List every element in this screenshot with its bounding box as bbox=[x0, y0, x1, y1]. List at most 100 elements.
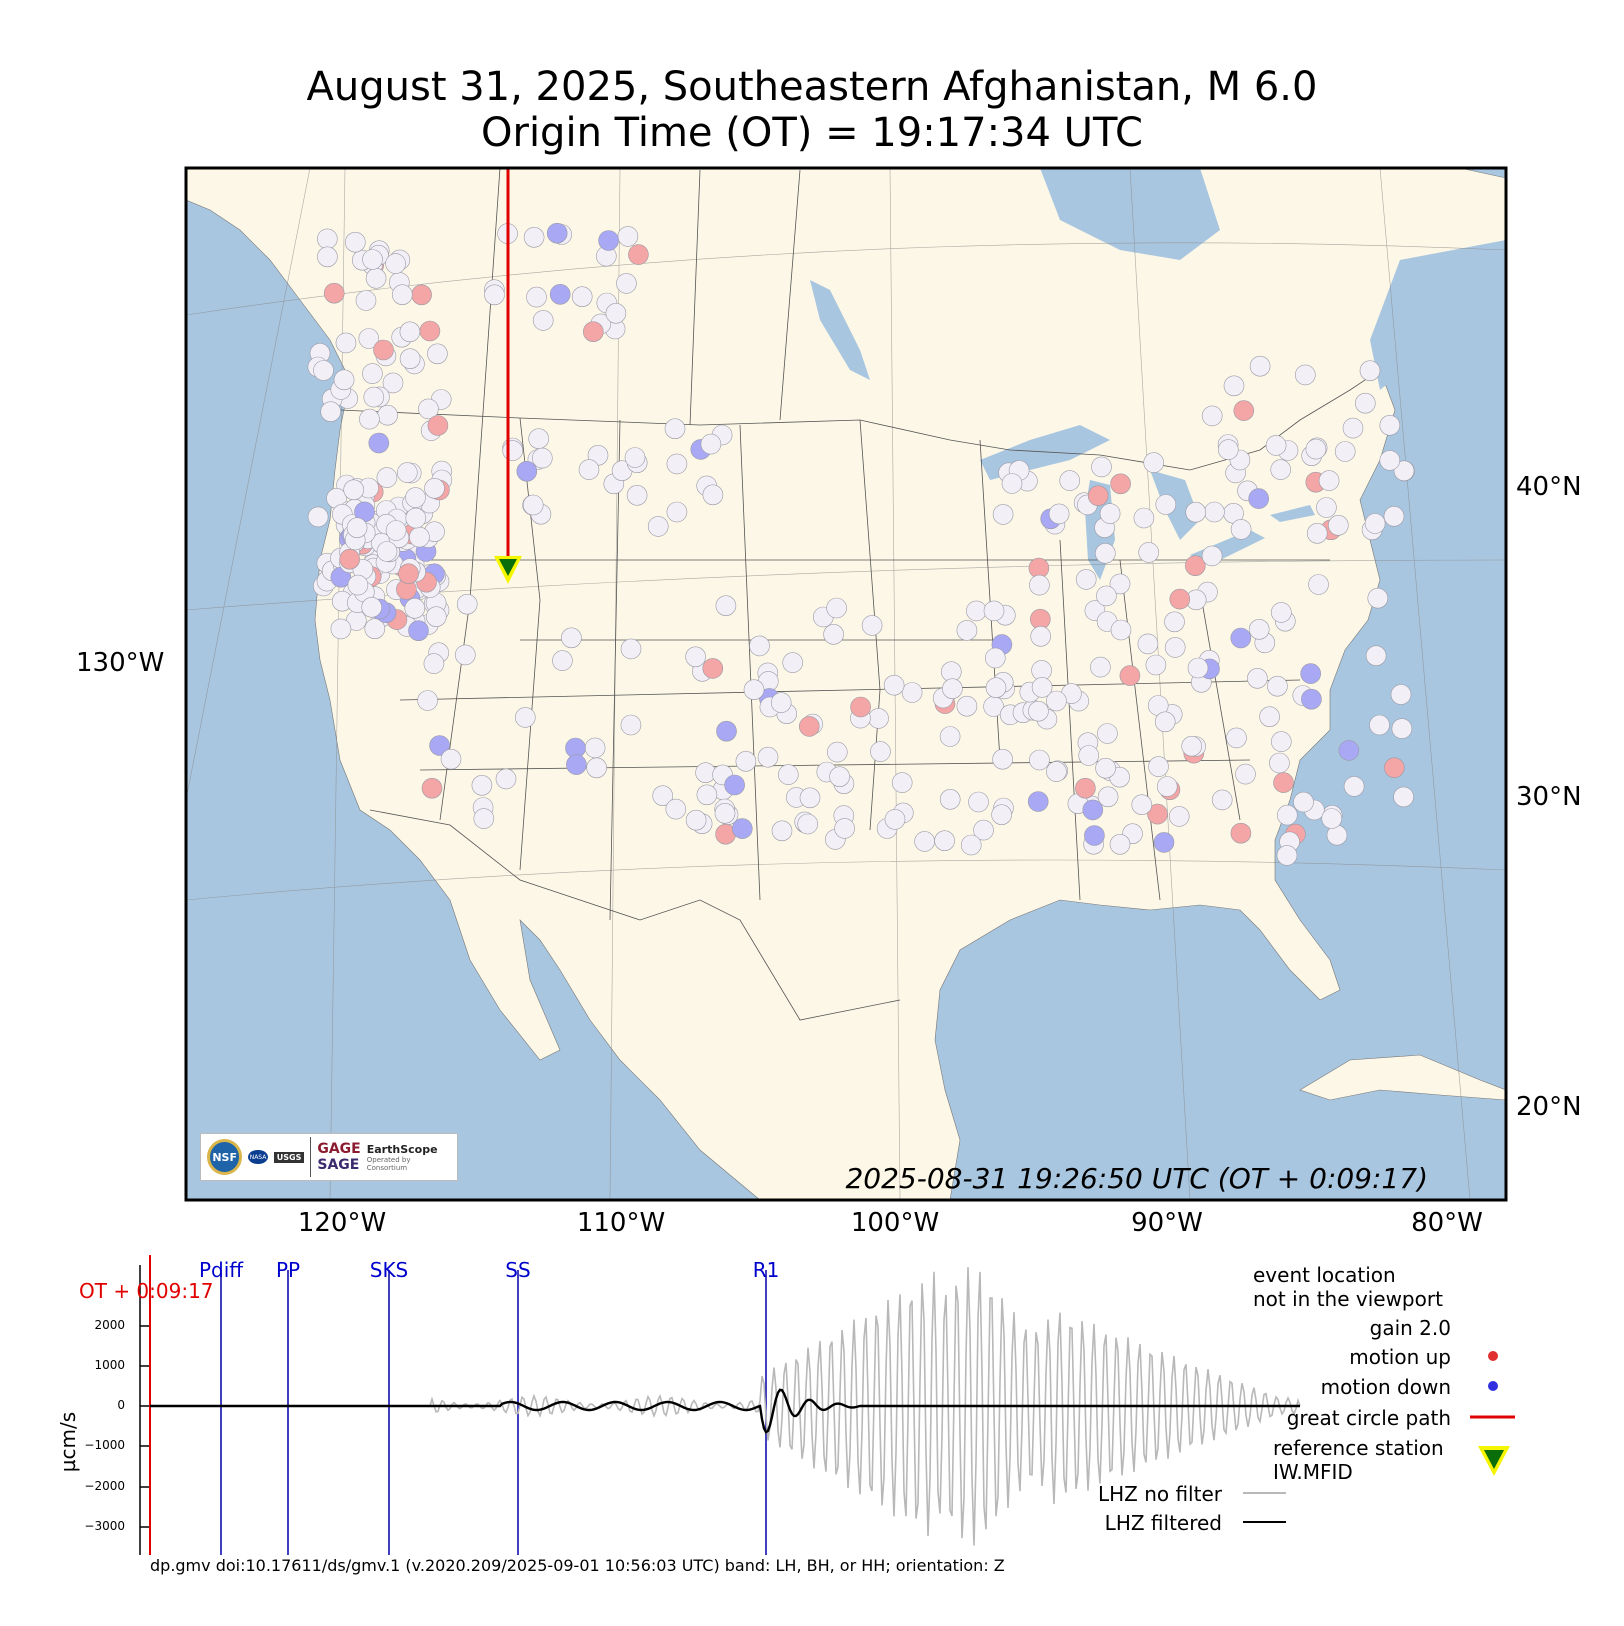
legend-event-line1: event location bbox=[1253, 1263, 1396, 1287]
lon-label-100: 100°W bbox=[850, 1208, 940, 1238]
station-marker bbox=[376, 467, 398, 488]
station-marker bbox=[696, 784, 718, 806]
station-marker bbox=[829, 766, 850, 788]
station-marker bbox=[1271, 731, 1292, 752]
station-marker bbox=[1393, 460, 1415, 482]
station-marker bbox=[1355, 392, 1376, 414]
station-marker bbox=[605, 302, 627, 324]
station-marker bbox=[1164, 611, 1185, 633]
legend-motion-down: motion down bbox=[1320, 1375, 1451, 1399]
station-marker bbox=[454, 644, 476, 666]
station-marker bbox=[419, 320, 441, 342]
station-marker bbox=[1097, 723, 1118, 744]
station-marker bbox=[1230, 822, 1252, 844]
station-marker bbox=[1383, 505, 1405, 527]
station-marker bbox=[1211, 789, 1233, 811]
footer-citation: dp.gmv doi:10.17611/ds/gmv.1 (v.2020.209… bbox=[150, 1556, 1005, 1575]
station-marker bbox=[552, 650, 573, 671]
station-marker bbox=[484, 284, 505, 306]
station-marker bbox=[1271, 602, 1292, 623]
station-marker bbox=[473, 808, 495, 829]
station-marker bbox=[1390, 684, 1412, 705]
station-marker bbox=[408, 620, 429, 642]
station-marker bbox=[429, 735, 450, 756]
station-marker bbox=[716, 720, 737, 742]
phase-label-pp: PP bbox=[275, 1258, 301, 1282]
station-marker bbox=[1046, 761, 1067, 782]
phase-label-ss: SS bbox=[505, 1258, 531, 1282]
station-marker bbox=[382, 372, 404, 394]
station-marker bbox=[1090, 656, 1111, 678]
station-marker bbox=[376, 541, 398, 562]
nsf-logo: NSF bbox=[207, 1139, 243, 1175]
station-marker bbox=[1391, 718, 1413, 739]
earthscope-logo: EarthScope Operated by Consortium bbox=[367, 1143, 451, 1172]
station-marker bbox=[731, 818, 753, 839]
lake-winnipeg bbox=[810, 280, 870, 380]
station-marker bbox=[1343, 776, 1365, 797]
station-marker bbox=[1300, 663, 1321, 684]
station-marker bbox=[358, 328, 380, 349]
phase-label-pdiff: Pdiff bbox=[198, 1258, 244, 1282]
station-marker bbox=[715, 595, 737, 617]
station-marker bbox=[1223, 375, 1245, 397]
y-tick-0: 0 bbox=[117, 1398, 125, 1412]
station-marker bbox=[522, 494, 544, 516]
station-marker bbox=[1168, 806, 1190, 827]
station-marker bbox=[1269, 752, 1290, 774]
station-marker bbox=[363, 386, 385, 408]
station-marker bbox=[1110, 473, 1131, 495]
station-marker bbox=[777, 764, 799, 785]
y-tick-1000: 1000 bbox=[94, 1358, 125, 1372]
lat-label-20: 20°N bbox=[1516, 1092, 1582, 1122]
station-marker bbox=[1095, 542, 1116, 564]
station-marker bbox=[1031, 677, 1053, 698]
station-marker bbox=[1393, 786, 1414, 808]
y-axis-label: µcm/s bbox=[56, 1411, 81, 1473]
y-ticks bbox=[140, 1325, 150, 1528]
station-marker bbox=[1181, 735, 1202, 757]
station-marker bbox=[1075, 569, 1097, 590]
legend-reference-station: reference station bbox=[1273, 1436, 1444, 1460]
station-marker bbox=[1075, 777, 1096, 799]
station-marker bbox=[1097, 786, 1119, 808]
station-marker bbox=[823, 623, 844, 645]
station-marker bbox=[861, 615, 883, 636]
station-marker bbox=[1249, 355, 1271, 377]
station-marker bbox=[424, 477, 445, 499]
lake-ontario bbox=[1270, 505, 1315, 522]
station-marker bbox=[666, 501, 688, 523]
station-marker bbox=[546, 222, 568, 244]
station-marker bbox=[700, 433, 722, 455]
station-marker bbox=[1001, 473, 1023, 494]
station-marker bbox=[991, 804, 1012, 826]
station-marker bbox=[359, 408, 380, 430]
station-marker bbox=[1082, 799, 1104, 821]
station-marker bbox=[1248, 618, 1270, 640]
station-marker bbox=[624, 447, 646, 468]
station-marker bbox=[1153, 832, 1175, 853]
cuba bbox=[1299, 1054, 1506, 1101]
station-marker bbox=[344, 231, 366, 253]
station-marker bbox=[1147, 803, 1168, 825]
station-marker bbox=[850, 696, 871, 718]
station-marker bbox=[362, 249, 383, 270]
station-marker bbox=[566, 754, 587, 775]
station-marker bbox=[471, 774, 493, 796]
station-marker bbox=[323, 282, 345, 304]
station-marker bbox=[984, 647, 1006, 669]
lon-label-130: 130°W bbox=[76, 648, 165, 678]
station-marker bbox=[362, 363, 383, 384]
station-marker bbox=[1028, 700, 1049, 722]
station-marker bbox=[1029, 749, 1050, 771]
station-marker bbox=[1305, 438, 1327, 460]
y-tick-2000: 2000 bbox=[94, 1318, 125, 1332]
station-marker bbox=[561, 627, 582, 649]
station-marker bbox=[333, 369, 355, 391]
station-marker bbox=[1384, 757, 1405, 779]
station-marker bbox=[516, 460, 538, 482]
station-marker bbox=[423, 653, 445, 674]
legend-event-line2: not in the viewport bbox=[1253, 1287, 1443, 1311]
legend-reference-code: IW.MFID bbox=[1273, 1460, 1353, 1484]
station-marker bbox=[647, 516, 669, 537]
